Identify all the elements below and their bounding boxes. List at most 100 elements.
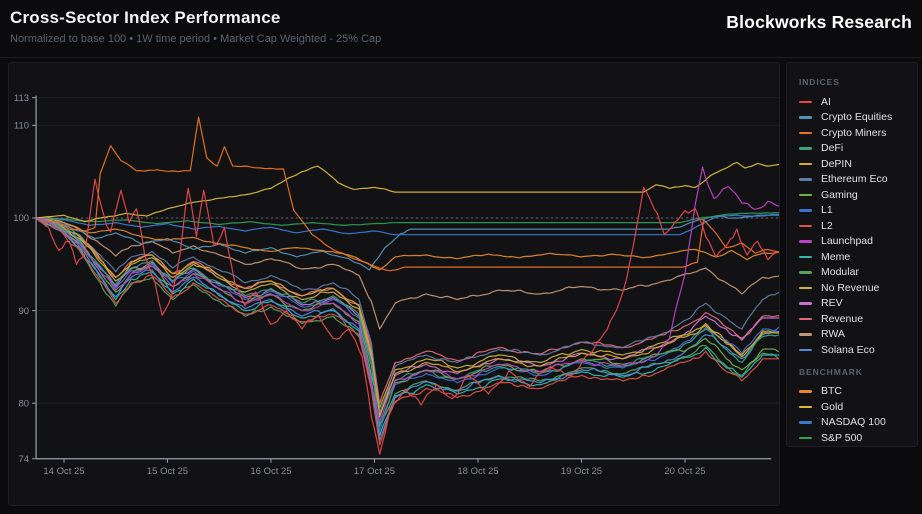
- series-line-defi[interactable]: [35, 217, 779, 427]
- legend-item-depin[interactable]: DePIN: [799, 156, 905, 172]
- series-line-ethereum-eco[interactable]: [35, 217, 779, 414]
- legend-item-solana-eco[interactable]: Solana Eco: [799, 342, 905, 358]
- legend-label: Meme: [821, 250, 851, 263]
- legend-spacer: [799, 358, 905, 367]
- legend-label: S&P 500: [821, 431, 863, 444]
- series-line-crypto-equities[interactable]: [35, 214, 779, 271]
- legend-benchmark-list: BTC Gold NASDAQ 100 S&P 500: [799, 384, 905, 446]
- series-line-solana-eco[interactable]: [35, 217, 779, 441]
- legend-item-ai[interactable]: AI: [799, 94, 905, 110]
- page-title: Cross-Sector Index Performance: [10, 8, 281, 27]
- legend-item-meme[interactable]: Meme: [799, 249, 905, 265]
- legend-label: Gaming: [821, 188, 858, 201]
- series-line-l1[interactable]: [35, 217, 779, 432]
- legend-label: DePIN: [821, 157, 852, 170]
- series-line-depin[interactable]: [35, 217, 779, 418]
- y-tick-label-110: 110: [14, 121, 29, 132]
- legend-item-l1[interactable]: L1: [799, 203, 905, 219]
- legend-label: Crypto Miners: [821, 126, 887, 139]
- series-line-no-revenue[interactable]: [35, 217, 779, 409]
- legend-indices-title: INDICES: [799, 77, 840, 87]
- legend-label: Ethereum Eco: [821, 173, 888, 186]
- legend-item-btc[interactable]: BTC: [799, 384, 905, 400]
- legend-item-defi[interactable]: DeFi: [799, 141, 905, 157]
- brand-logo: Blockworks Research: [726, 12, 912, 32]
- legend-item-nasdaq-100[interactable]: NASDAQ 100: [799, 415, 905, 431]
- legend-label: NASDAQ 100: [821, 416, 886, 429]
- series-line-ai[interactable]: [35, 178, 779, 455]
- series-line-gold[interactable]: [35, 161, 779, 223]
- legend-swatch: [799, 421, 812, 424]
- series-line-rwa[interactable]: [35, 217, 779, 330]
- series-line-crypto-miners[interactable]: [35, 116, 779, 272]
- legend-swatch: [799, 178, 812, 181]
- legend-indices-list: AI Crypto Equities Crypto Miners DeFi DePIN E…: [799, 94, 905, 358]
- legend-item-l2[interactable]: L2: [799, 218, 905, 234]
- legend-item-revenue[interactable]: Revenue: [799, 311, 905, 327]
- legend-swatch: [799, 193, 812, 196]
- legend-label: Crypto Equities: [821, 111, 893, 124]
- legend-label: Revenue: [821, 312, 864, 325]
- y-tick-label-100: 100: [13, 213, 29, 224]
- legend-label: L1: [821, 204, 833, 217]
- chart-card: 74 80 90 100 110 113 14 Oct 25 15 Oct 25 16 Oct …: [8, 62, 780, 506]
- performance-line-chart[interactable]: 74 80 90 100 110 113 14 Oct 25 15 Oct 25 16 Oct …: [9, 63, 779, 505]
- legend-swatch: [799, 147, 812, 150]
- legend-label: Gold: [821, 400, 844, 413]
- y-tick-label-90: 90: [18, 306, 29, 317]
- legend-label: RWA: [821, 328, 845, 341]
- legend-item-no-revenue[interactable]: No Revenue: [799, 280, 905, 296]
- series-line-btc[interactable]: [35, 217, 779, 271]
- legend-benchmark-title: BENCHMARK: [799, 366, 863, 377]
- series-line-s-p-500[interactable]: [35, 211, 779, 226]
- legend-swatch: [799, 286, 812, 289]
- legend-item-crypto-equities[interactable]: Crypto Equities: [799, 110, 905, 126]
- legend-label: Solana Eco: [821, 343, 875, 356]
- legend-label: BTC: [821, 385, 842, 398]
- legend-swatch: [799, 333, 812, 336]
- series-line-nasdaq-100[interactable]: [35, 213, 779, 236]
- legend-item-rwa[interactable]: RWA: [799, 327, 905, 343]
- legend-swatch: [799, 240, 812, 243]
- legend-item-rev[interactable]: REV: [799, 296, 905, 312]
- legend-label: REV: [821, 297, 843, 310]
- series-line-l2[interactable]: [35, 217, 779, 446]
- legend-swatch: [799, 224, 812, 227]
- x-tick-label-15-Oct-25: 15 Oct 25: [147, 466, 188, 477]
- legend-item-gaming[interactable]: Gaming: [799, 187, 905, 203]
- legend-label: L2: [821, 219, 833, 232]
- x-tick-label-14-Oct-25: 14 Oct 25: [43, 466, 84, 477]
- page-subtitle: Normalized to base 100 • 1W time period …: [10, 33, 382, 45]
- legend-item-gold[interactable]: Gold: [799, 399, 905, 415]
- y-tick-label-113: 113: [14, 93, 29, 104]
- legend-label: DeFi: [821, 142, 844, 155]
- y-tick-label-74: 74: [18, 454, 29, 465]
- series-line-rev[interactable]: [35, 217, 779, 415]
- legend-swatch: [799, 100, 812, 103]
- legend-label: Modular: [821, 266, 859, 279]
- page-header: Cross-Sector Index Performance Normalize…: [0, 0, 922, 58]
- legend-item-modular[interactable]: Modular: [799, 265, 905, 281]
- legend-swatch: [799, 271, 812, 274]
- legend-swatch: [799, 348, 812, 351]
- legend-swatch: [799, 390, 812, 393]
- x-tick-label-17-Oct-25: 17 Oct 25: [354, 466, 395, 477]
- legend-panel: INDICES AI Crypto Equities Crypto Miners De…: [786, 62, 918, 447]
- legend-label: No Revenue: [821, 281, 880, 294]
- x-tick-label-18-Oct-25: 18 Oct 25: [457, 466, 498, 477]
- legend-item-s-p-500[interactable]: S&P 500: [799, 430, 905, 446]
- legend-swatch: [799, 405, 812, 408]
- x-tick-label-19-Oct-25: 19 Oct 25: [561, 466, 602, 477]
- y-tick-label-80: 80: [18, 398, 29, 409]
- series-line-launchpad[interactable]: [35, 166, 779, 423]
- series-line-gaming[interactable]: [35, 217, 779, 414]
- legend-label: AI: [821, 95, 831, 108]
- legend-swatch: [799, 116, 812, 119]
- legend-swatch: [799, 255, 812, 258]
- legend-item-crypto-miners[interactable]: Crypto Miners: [799, 125, 905, 141]
- legend-item-launchpad[interactable]: Launchpad: [799, 234, 905, 250]
- legend-swatch: [799, 162, 812, 165]
- legend-item-ethereum-eco[interactable]: Ethereum Eco: [799, 172, 905, 188]
- x-tick-label-16-Oct-25: 16 Oct 25: [250, 466, 291, 477]
